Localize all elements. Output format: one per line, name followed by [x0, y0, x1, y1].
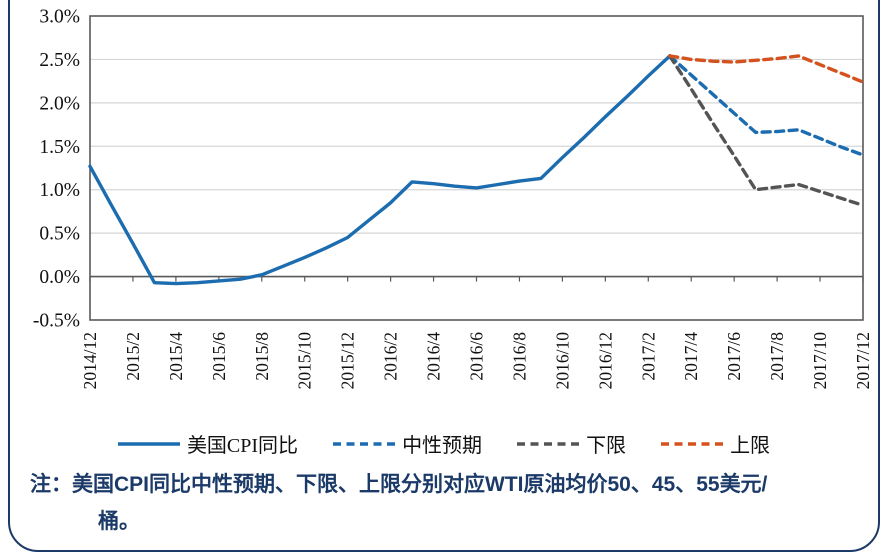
- chart-footnote: 注：美国CPI同比中性预期、下限、上限分别对应WTI原油均价50、45、55美元…: [30, 466, 850, 540]
- footnote-line-2: 桶。: [98, 510, 140, 533]
- x-axis-label: 2016/2: [381, 332, 401, 381]
- y-axis-label: 0.0%: [39, 267, 80, 288]
- y-axis-label: 2.5%: [39, 50, 80, 71]
- x-axis-label: 2017/2: [638, 332, 658, 381]
- x-axis-label: 2016/12: [595, 332, 615, 389]
- legend-item-neutral-forecast: 中性预期: [332, 429, 482, 458]
- series-line-upper-bound: [668, 54, 865, 84]
- cpi-forecast-line-chart: 2014/12 2015/2 2015/4 2015/6 2015/8 2015/10 20…: [33, 7, 873, 390]
- y-axis-label: 3.0%: [39, 7, 80, 28]
- legend-dashed-line-swatch-lower-bound: [517, 441, 580, 446]
- x-axis-label: 2016/6: [467, 332, 487, 381]
- legend-label-lower-bound: 下限: [586, 435, 627, 457]
- x-axis-label: 2015/8: [252, 332, 272, 381]
- legend-item-upper-bound: 上限: [660, 429, 770, 458]
- y-axis-label: 0.5%: [39, 224, 80, 245]
- x-axis-label: 2017/12: [853, 332, 873, 389]
- series-line-lower-bound: [668, 54, 865, 208]
- plot-frame: [89, 15, 864, 321]
- series-line-actual-cpi: [88, 54, 672, 286]
- legend-solid-line-swatch-actual-cpi: [117, 441, 180, 446]
- x-axis-label: 2017/8: [767, 332, 787, 381]
- x-axis-label: 2015/4: [166, 332, 186, 381]
- legend-label-upper-bound: 上限: [730, 435, 771, 457]
- legend-label-neutral-forecast: 中性预期: [402, 435, 483, 457]
- legend-item-lower-bound: 下限: [516, 429, 626, 458]
- y-axis-label: 2.0%: [39, 93, 80, 114]
- y-axis-label: 1.5%: [39, 137, 80, 158]
- x-axis-label: 2017/4: [681, 332, 701, 381]
- legend-item-actual-cpi: 美国CPI同比: [117, 429, 298, 458]
- legend-label-actual-cpi: 美国CPI同比: [186, 435, 299, 457]
- y-axis-label: 1.0%: [39, 180, 80, 201]
- x-axis-label: 2016/10: [552, 332, 572, 390]
- x-axis-label: 2016/4: [424, 332, 444, 381]
- x-axis-label: 2017/6: [724, 332, 744, 381]
- legend-dashed-line-swatch-upper-bound: [661, 441, 724, 446]
- x-axis-label: 2015/2: [123, 332, 143, 381]
- x-axis-label: 2016/8: [509, 332, 529, 381]
- y-axis-label: -0.5%: [33, 311, 80, 332]
- chart-legend: 美国CPI同比 中性预期 下限 上限: [0, 429, 887, 458]
- legend-dashed-line-swatch-neutral-forecast: [333, 441, 396, 446]
- x-axis-label: 2017/10: [810, 332, 830, 390]
- series-line-neutral-forecast: [668, 54, 865, 157]
- x-axis-label: 2015/12: [338, 332, 358, 389]
- x-axis-label: 2014/12: [80, 332, 100, 389]
- footnote-line-1: 注：美国CPI同比中性预期、下限、上限分别对应WTI原油均价50、45、55美元…: [30, 473, 768, 496]
- x-axis-label: 2015/6: [209, 332, 229, 381]
- x-axis-label: 2015/10: [295, 332, 315, 390]
